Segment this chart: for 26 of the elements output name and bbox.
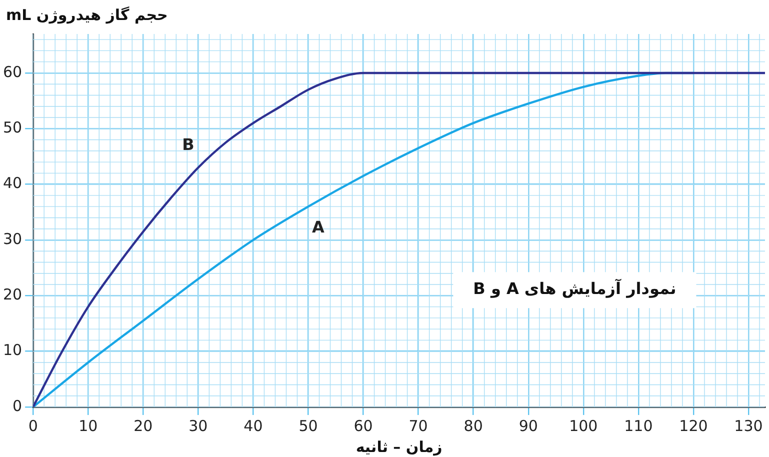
y-tick-label: 30 bbox=[2, 230, 22, 248]
x-tick-label: 50 bbox=[298, 416, 318, 435]
x-tick-label: 20 bbox=[134, 416, 153, 435]
series-label: B bbox=[182, 134, 194, 154]
x-tick-label: 70 bbox=[408, 416, 428, 435]
series-label: A bbox=[312, 218, 326, 237]
y-tick-label: 0 bbox=[12, 396, 22, 415]
y-tick-label: 40 bbox=[2, 174, 22, 192]
y-tick-label: 60 bbox=[2, 62, 22, 81]
x-tick-label: 90 bbox=[518, 416, 538, 435]
x-tick-label: 30 bbox=[188, 416, 208, 435]
x-tick-label: 0 bbox=[28, 416, 38, 435]
y-tick-label: 10 bbox=[2, 341, 22, 360]
x-tick-label: 100 bbox=[569, 416, 598, 435]
y-tick-label: 50 bbox=[2, 118, 22, 137]
y-axis-title: حجم گاز هیدروژن mL bbox=[6, 6, 168, 24]
x-tick-label: 40 bbox=[244, 416, 263, 435]
x-tick-label: 120 bbox=[679, 416, 708, 435]
y-tick-label: 20 bbox=[2, 286, 22, 304]
x-tick-label: 10 bbox=[78, 416, 98, 435]
x-tick-label: 130 bbox=[734, 416, 763, 435]
x-tick-label: 60 bbox=[354, 416, 373, 435]
x-tick-label: 80 bbox=[464, 416, 483, 435]
annotation: نمودار آزمایش های A و B bbox=[473, 278, 676, 298]
x-axis-title: زمان – ثانیه bbox=[356, 438, 442, 456]
x-tick-label: 110 bbox=[624, 416, 653, 435]
